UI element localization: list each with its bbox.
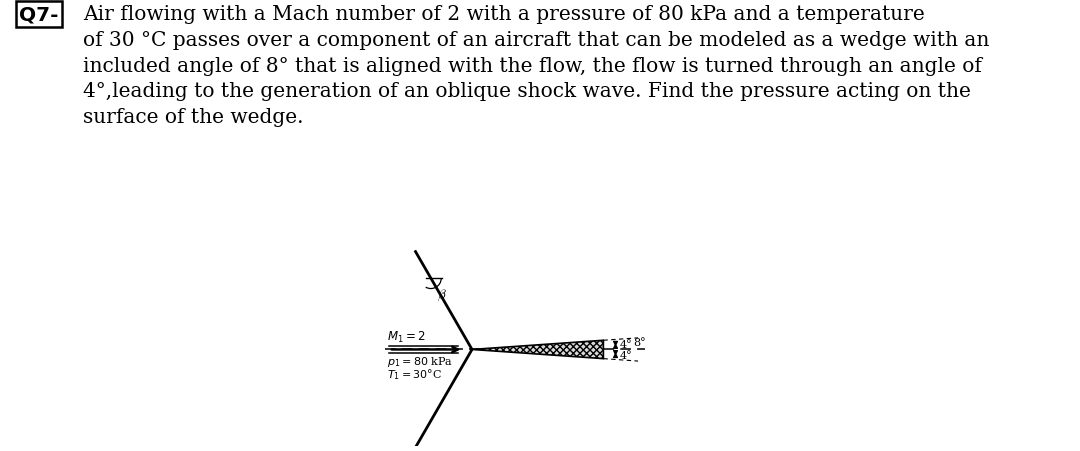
Text: Q7-: Q7- <box>19 5 58 24</box>
Polygon shape <box>472 341 604 359</box>
Text: 4°: 4° <box>620 340 632 350</box>
Text: Air flowing with a Mach number of 2 with a pressure of 80 kPa and a temperature
: Air flowing with a Mach number of 2 with… <box>83 5 989 127</box>
Text: $p_1 = 80$ kPa: $p_1 = 80$ kPa <box>387 354 454 368</box>
Text: $\beta$: $\beta$ <box>437 287 447 302</box>
Text: 4°: 4° <box>620 350 632 360</box>
Text: $M_1=2$: $M_1=2$ <box>387 329 426 344</box>
Text: 8°: 8° <box>634 337 646 347</box>
Text: $T_1 = 30$°C: $T_1 = 30$°C <box>387 367 443 381</box>
